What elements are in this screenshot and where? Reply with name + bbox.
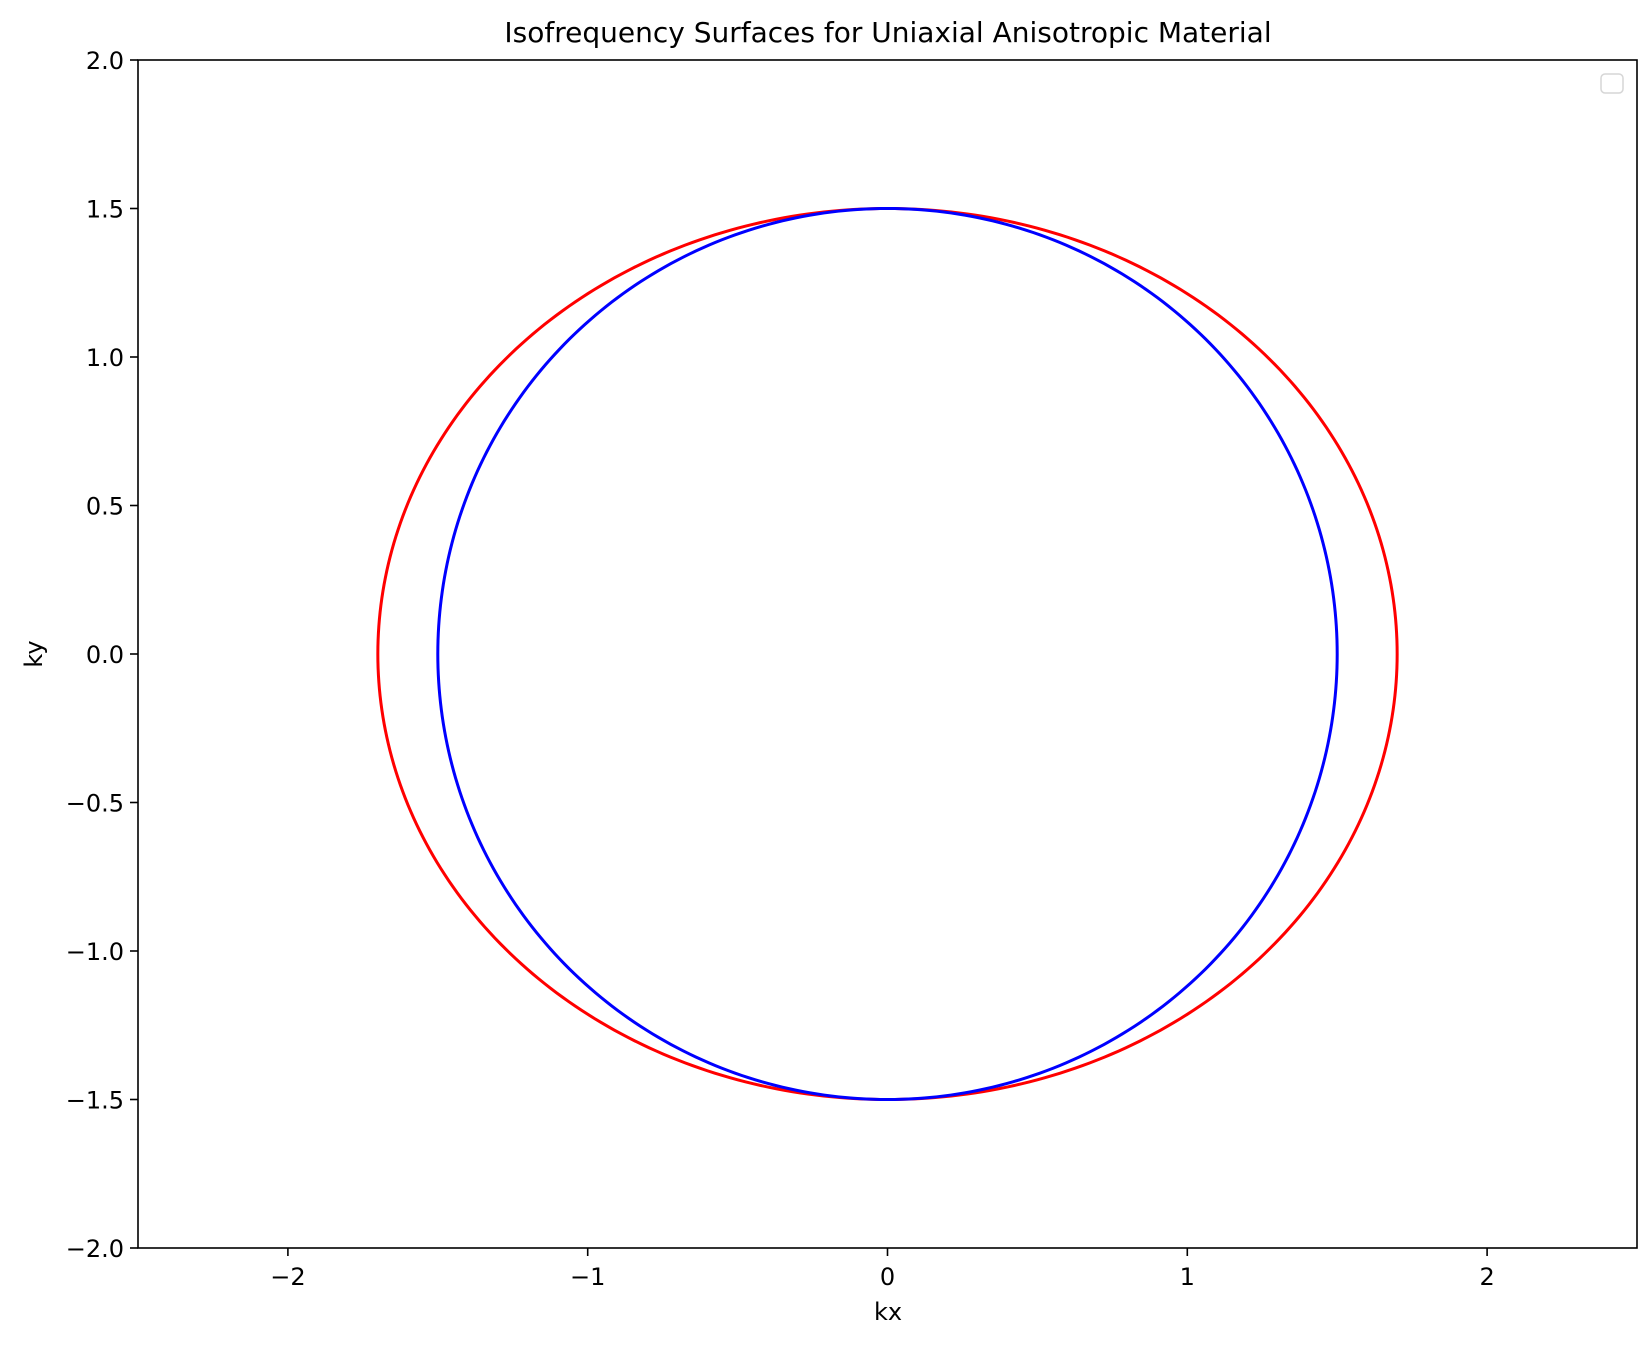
chart-title: Isofrequency Surfaces for Uniaxial Aniso… xyxy=(504,16,1271,49)
y-tick-label: 0.5 xyxy=(86,493,124,521)
y-tick-label: 1.5 xyxy=(86,196,124,224)
series-curve-1 xyxy=(376,206,1399,1102)
series-curve-2 xyxy=(436,206,1339,1102)
series-layer xyxy=(376,206,1399,1102)
y-axis-label: ky xyxy=(20,640,48,667)
y-tick-label: −2.0 xyxy=(66,1235,124,1263)
x-tick-label: −2 xyxy=(270,1263,305,1291)
legend-layer xyxy=(1600,73,1624,94)
plot-layer xyxy=(138,60,1637,1248)
legend-box xyxy=(1600,73,1624,94)
y-tick-label: 0.0 xyxy=(86,641,124,669)
y-tick-label: −1.5 xyxy=(66,1087,124,1115)
x-axis-label: kx xyxy=(874,1298,902,1326)
y-tick-label: −1.0 xyxy=(66,938,124,966)
y-tick-label: 1.0 xyxy=(86,344,124,372)
x-tick-label: 1 xyxy=(1180,1263,1195,1291)
x-tick-label: 2 xyxy=(1479,1263,1494,1291)
x-tick-label: 0 xyxy=(880,1263,895,1291)
ticks-layer: −2 −1 0 1 2 −2.0 −1.5 −1.0 −0.5 0.0 0.5 1.0 1.5 2.0 xyxy=(66,47,1495,1291)
x-tick-label: −1 xyxy=(570,1263,605,1291)
plot-area xyxy=(138,60,1637,1248)
y-tick-label: −0.5 xyxy=(66,790,124,818)
y-tick-label: 2.0 xyxy=(86,47,124,75)
